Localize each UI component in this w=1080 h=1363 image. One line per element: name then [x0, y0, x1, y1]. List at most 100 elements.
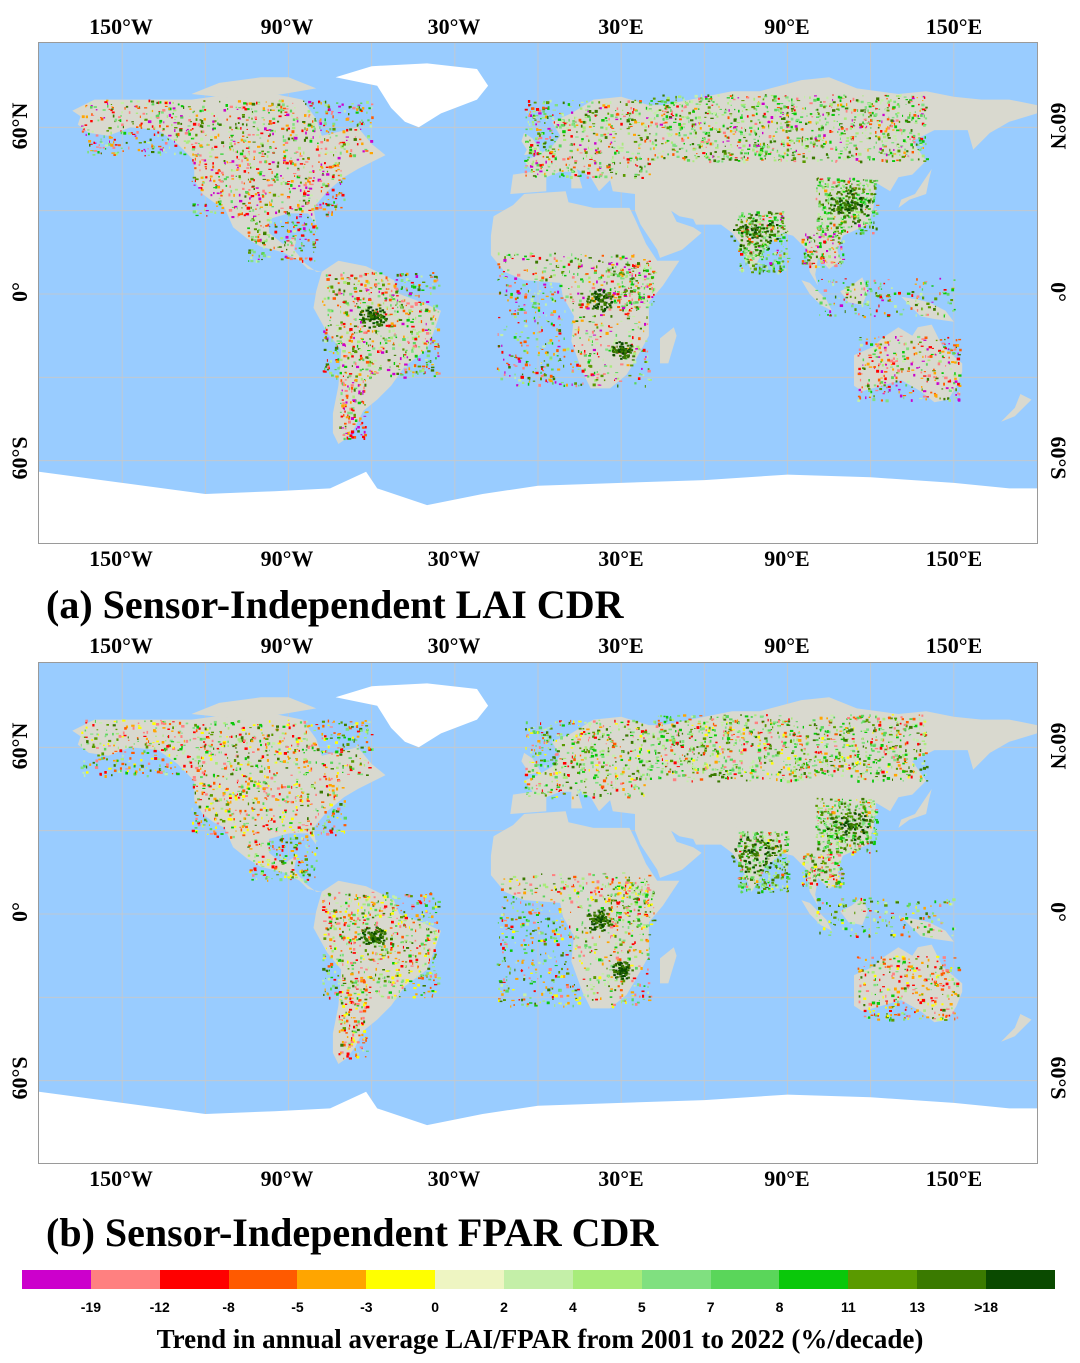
trend-pixel [285, 222, 289, 224]
trend-pixel [261, 150, 264, 152]
trend-pixel [639, 287, 641, 289]
trend-pixel [355, 399, 357, 402]
trend-pixel [638, 373, 642, 376]
trend-pixel [381, 278, 383, 282]
trend-pixel [243, 182, 245, 185]
trend-pixel [151, 148, 155, 150]
trend-pixel [520, 331, 524, 333]
trend-pixel [289, 206, 292, 209]
trend-pixel [563, 364, 565, 368]
trend-pixel [750, 267, 752, 270]
trend-pixel [913, 141, 916, 144]
trend-pixel [791, 103, 795, 106]
trend-pixel [239, 117, 241, 120]
trend-pixel [692, 131, 695, 133]
trend-pixel [772, 269, 775, 273]
trend-pixel [164, 105, 168, 107]
trend-pixel [886, 101, 889, 104]
trend-pixel [353, 325, 358, 328]
trend-pixel [346, 432, 350, 435]
trend-pixel [722, 124, 725, 128]
trend-pixel [210, 149, 215, 151]
trend-pixel [530, 300, 534, 303]
trend-pixel [545, 160, 547, 164]
trend-pixel [222, 124, 226, 127]
land-nz [1001, 394, 1032, 422]
trend-pixel [565, 127, 570, 130]
trend-pixel [832, 99, 834, 101]
trend-pixel [552, 377, 556, 381]
trend-pixel [591, 156, 593, 159]
trend-pixel [393, 354, 397, 356]
trend-pixel [399, 357, 402, 361]
trend-pixel [784, 231, 788, 234]
trend-pixel [621, 273, 625, 276]
trend-pixel [772, 262, 774, 265]
trend-pixel [548, 149, 550, 152]
trend-pixel [536, 108, 540, 111]
trend-pixel [265, 239, 268, 242]
trend-pixel [616, 145, 620, 148]
trend-pixel [840, 179, 844, 182]
trend-pixel [526, 351, 529, 354]
trend-pixel [734, 157, 738, 159]
trend-pixel [778, 159, 781, 163]
trend-pixel [755, 241, 757, 243]
trend-pixel [202, 105, 205, 109]
trend-pixel [520, 257, 522, 259]
trend-pixel [572, 308, 574, 312]
trend-pixel [651, 287, 653, 290]
trend-pixel [793, 151, 797, 153]
trend-pixel [902, 114, 904, 117]
trend-pixel [804, 95, 806, 99]
trend-pixel [540, 366, 544, 368]
trend-pixel [298, 207, 303, 211]
trend-pixel [434, 327, 437, 330]
trend-pixel [515, 332, 518, 335]
trend-pixel [678, 134, 681, 137]
trend-pixel [553, 138, 555, 140]
trend-pixel [592, 132, 596, 135]
trend-pixel [202, 181, 205, 183]
trend-pixel [151, 145, 154, 148]
trend-pixel [206, 109, 210, 112]
trend-pixel [764, 269, 766, 272]
trend-pixel [614, 162, 616, 165]
trend-pixel [525, 141, 528, 143]
trend-pixel [595, 379, 599, 381]
trend-pixel [829, 103, 833, 107]
trend-pixel [524, 134, 527, 137]
trend-pixel [692, 109, 695, 111]
trend-pixel [880, 99, 884, 102]
trend-pixel [426, 354, 430, 358]
trend-pixel [335, 151, 337, 153]
trend-pixel [215, 186, 218, 189]
trend-pixel [572, 166, 576, 169]
trend-pixel [568, 164, 570, 166]
trend-pixel [608, 123, 611, 126]
trend-pixel [121, 131, 124, 134]
trend-pixel [325, 335, 327, 339]
trend-pixel [355, 427, 357, 431]
trend-pixel [584, 254, 587, 257]
trend-pixel [237, 216, 239, 218]
trend-pixel [740, 240, 743, 243]
trend-pixel [95, 109, 98, 111]
trend-pixel [641, 272, 646, 275]
trend-pixel [309, 105, 313, 107]
trend-pixel [250, 219, 254, 222]
trend-pixel [388, 337, 391, 339]
trend-pixel [808, 121, 812, 124]
trend-pixel [353, 138, 357, 141]
trend-pixel [427, 350, 431, 353]
trend-pixel [824, 117, 827, 120]
trend-pixel [230, 174, 234, 178]
trend-pixel [164, 102, 168, 104]
trend-pixel [308, 201, 310, 204]
trend-pixel [860, 125, 864, 128]
trend-pixel [550, 311, 553, 315]
trend-pixel [733, 128, 737, 130]
trend-pixel [921, 95, 923, 98]
trend-pixel [629, 339, 633, 343]
trend-pixel [833, 207, 836, 210]
